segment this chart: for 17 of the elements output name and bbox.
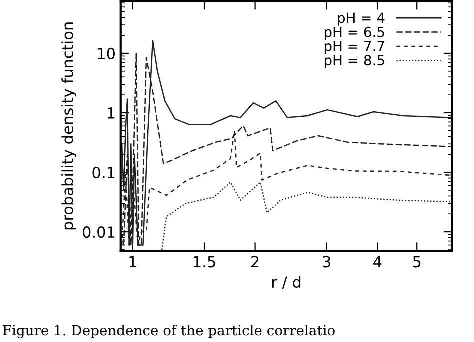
legend-label: pH = 6.5	[324, 26, 384, 40]
x-tick-label: 2	[252, 256, 259, 268]
legend-label: pH = 4	[338, 12, 385, 26]
x-axis-title: r / d	[272, 276, 301, 290]
x-tick-label: 1	[130, 256, 136, 268]
y-tick-label: 0.01	[83, 226, 115, 238]
y-tick-label: 10	[98, 48, 115, 60]
x-tick-label: 3	[323, 256, 331, 268]
x-tick-label: 4	[374, 256, 382, 268]
legend-label: pH = 7.7	[324, 41, 384, 54]
x-tick-label: 5	[413, 256, 421, 268]
legend-label: pH = 8.5	[324, 55, 384, 68]
y-tick-label: 1	[108, 108, 115, 119]
y-tick-label: 0.1	[92, 166, 115, 179]
caption: Figure 1. Dependence of the particle correlatio	[3, 324, 335, 339]
x-tick-label: 1.5	[194, 256, 216, 268]
y-axis-title: probability density function	[62, 22, 76, 230]
